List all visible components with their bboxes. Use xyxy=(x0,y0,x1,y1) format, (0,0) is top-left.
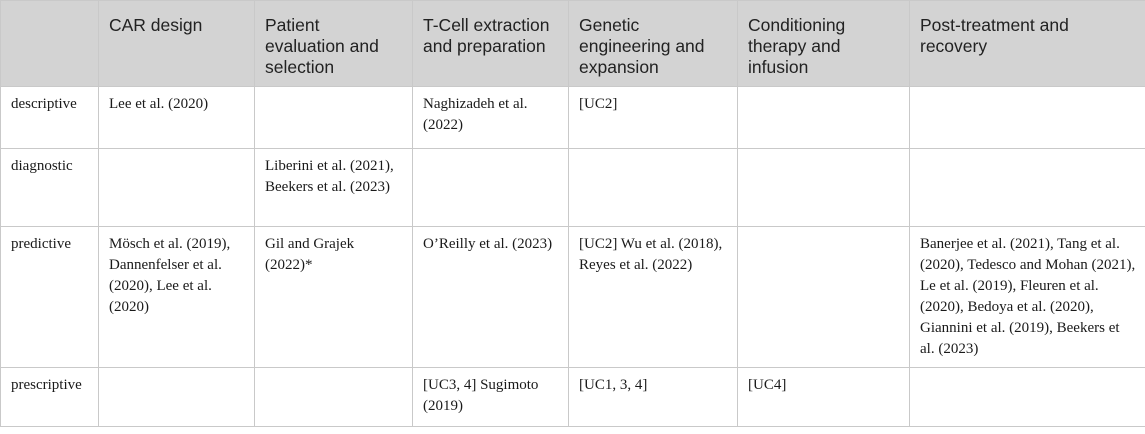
header-cell-tcell-extraction: T-Cell extraction and preparation xyxy=(412,0,569,87)
table-cell: Banerjee et al. (2021), Tang et al. (202… xyxy=(909,226,1145,368)
header-cell-corner xyxy=(0,0,99,87)
table-cell: Lee et al. (2020) xyxy=(98,86,255,149)
table-cell: Mösch et al. (2019), Dannenfelser et al.… xyxy=(98,226,255,368)
header-row: CAR design Patient evaluation and select… xyxy=(0,0,1145,87)
table-cell: Gil and Grajek (2022)* xyxy=(254,226,413,368)
table-cell: Liberini et al. (2021), Beekers et al. (… xyxy=(254,148,413,227)
header-cell-post-treatment: Post-treatment and recovery xyxy=(909,0,1145,87)
table-cell: Naghizadeh et al. (2022) xyxy=(412,86,569,149)
table-cell: [UC4] xyxy=(737,367,910,427)
row-label-diagnostic: diagnostic xyxy=(0,148,99,227)
table-cell xyxy=(737,86,910,149)
header-cell-genetic-engineering: Genetic engineering and expansion xyxy=(568,0,738,87)
table-cell: [UC2] xyxy=(568,86,738,149)
table-cell: O’Reilly et al. (2023) xyxy=(412,226,569,368)
table-cell: [UC1, 3, 4] xyxy=(568,367,738,427)
table-row-prescriptive: prescriptive [UC3, 4] Sugimoto (2019) [U… xyxy=(0,367,1145,427)
table-row-descriptive: descriptive Lee et al. (2020) Naghizadeh… xyxy=(0,86,1145,149)
table-cell xyxy=(98,148,255,227)
table-cell xyxy=(737,226,910,368)
header-cell-conditioning-therapy: Conditioning therapy and infusion xyxy=(737,0,910,87)
table-cell xyxy=(254,86,413,149)
header-cell-patient-evaluation: Patient evaluation and selection xyxy=(254,0,413,87)
table-cell xyxy=(254,367,413,427)
table-cell xyxy=(98,367,255,427)
row-label-descriptive: descriptive xyxy=(0,86,99,149)
row-label-predictive: predictive xyxy=(0,226,99,368)
row-label-prescriptive: prescriptive xyxy=(0,367,99,427)
table-cell xyxy=(568,148,738,227)
table-cell xyxy=(412,148,569,227)
table-row-diagnostic: diagnostic Liberini et al. (2021), Beeke… xyxy=(0,148,1145,227)
table-cell xyxy=(909,86,1145,149)
table-cell xyxy=(909,148,1145,227)
table-cell xyxy=(909,367,1145,427)
table-cell: [UC3, 4] Sugimoto (2019) xyxy=(412,367,569,427)
header-cell-car-design: CAR design xyxy=(98,0,255,87)
table-cell: [UC2] Wu et al. (2018), Reyes et al. (20… xyxy=(568,226,738,368)
table-cell xyxy=(737,148,910,227)
table-row-predictive: predictive Mösch et al. (2019), Dannenfe… xyxy=(0,226,1145,368)
